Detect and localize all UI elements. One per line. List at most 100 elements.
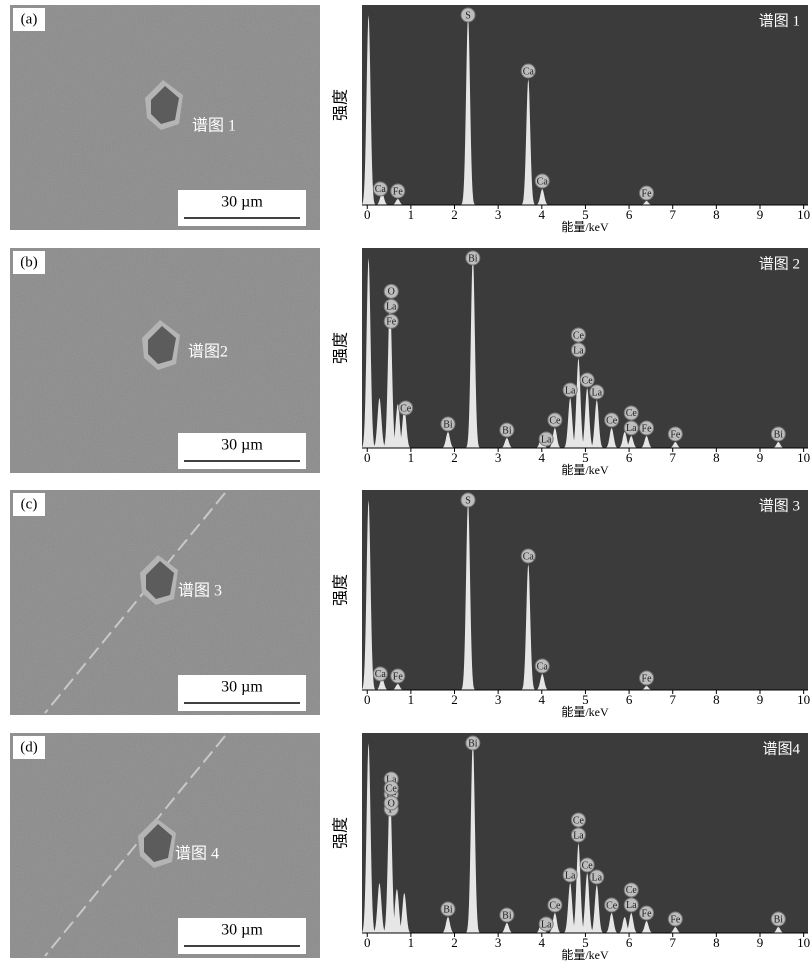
scale-bar-label: 30 µm [221,922,263,939]
sem-image: 谱图 1 (a) 30 µm [10,5,320,230]
peak-label: La [541,434,552,445]
peak-badge [372,181,388,197]
peak [667,927,684,933]
peak [382,789,398,933]
peak-label: Ce [549,415,561,426]
x-tick-label: 0 [364,207,371,222]
peak-badge [460,7,476,23]
peak [465,739,481,933]
peak [460,500,476,690]
peak-badge [562,382,578,398]
scale-bar-label: 30 µm [221,194,263,211]
peak-badge [604,412,620,428]
peak [440,917,456,933]
peak [465,254,481,448]
x-tick-label: 1 [408,692,415,707]
peak-label: La [592,872,603,883]
x-tick-label: 6 [626,450,633,465]
scale-bar-box [178,675,306,711]
peak [570,358,587,448]
x-tick-label: 6 [626,935,633,950]
peak [534,674,551,690]
peak [638,686,655,690]
peak-label: Ce [626,885,638,896]
x-axis-label: 能量/keV [561,463,609,477]
peak [616,917,633,933]
peak-label: S [465,495,471,506]
x-tick-label: 1 [408,450,415,465]
scratch [44,492,226,714]
peak [588,400,605,448]
peak-badge [667,426,683,442]
peak [603,913,620,933]
peak-badge [623,420,639,436]
peak-label: Ca [523,551,535,562]
peak [520,564,537,690]
peak-badge [667,911,683,927]
x-tick-label: 5 [582,935,589,950]
peak [667,442,684,448]
panel-label-box [13,736,45,759]
peak-label: La [592,387,603,398]
peak-badge [538,916,554,932]
peak-label: Fe [642,908,653,919]
peak [534,189,551,205]
peak-badge [465,735,481,751]
peak-label: Ce [573,815,585,826]
inclusion [151,86,179,124]
x-tick-label: 9 [757,207,764,222]
peak-label: Fe [670,429,681,440]
peak [547,913,563,933]
peak [623,913,640,933]
peak [570,843,587,933]
image-caption: 谱图 4 [175,845,219,863]
peak-badge [383,298,399,314]
spectrum-title: 谱图 2 [759,255,800,272]
peak-badge [547,897,563,913]
peak-label: Ce [626,408,638,419]
x-tick-label: 3 [495,935,502,950]
x-tick-label: 4 [539,935,546,950]
peak-label: S [465,10,471,21]
y-axis-label: 强度 [332,89,350,121]
x-tick-label: 1 [408,207,415,222]
peak [770,927,787,933]
x-tick-label: 5 [582,692,589,707]
peak-badge [639,905,655,921]
peak-badge [562,867,578,883]
peak-badge [520,548,536,564]
x-tick-label: 8 [713,207,720,222]
x-tick-label: 4 [539,692,546,707]
x-tick-label: 9 [757,692,764,707]
peak-badge [534,173,550,189]
scratch [44,735,226,957]
spectrum-chart: FFeLaCeOBiBiBiLaCeLaLaCeCeLaCeLaCeFeFeBi… [332,733,810,962]
peak-badge [440,901,456,917]
peak-label: Fe [393,671,404,682]
peak-label: Ca [523,66,535,77]
x-tick-label: 0 [364,450,371,465]
inclusion [148,326,176,364]
peak-label: Ca [375,669,387,680]
image-caption: 谱图2 [188,343,228,361]
x-tick-label: 3 [495,692,502,707]
x-tick-label: 3 [495,450,502,465]
scale-bar-label: 30 µm [221,679,263,696]
peak [360,500,377,690]
peak-label: Ce [386,783,398,794]
peak-badge [465,250,481,266]
inclusion [144,824,172,862]
peak-badge [623,882,639,898]
peak-badge [383,795,399,811]
x-tick-label: 2 [451,450,458,465]
sem-image: 谱图 3 (c) 30 µm [10,490,320,715]
peak-label: Ce [582,375,594,386]
peak-label: Bi [502,910,512,921]
peak-label: Bi [468,738,478,749]
panel-label-box [13,8,45,31]
peak-label: Ca [375,184,387,195]
spectrum-title: 谱图 1 [759,12,800,29]
peak-badge [770,911,786,927]
